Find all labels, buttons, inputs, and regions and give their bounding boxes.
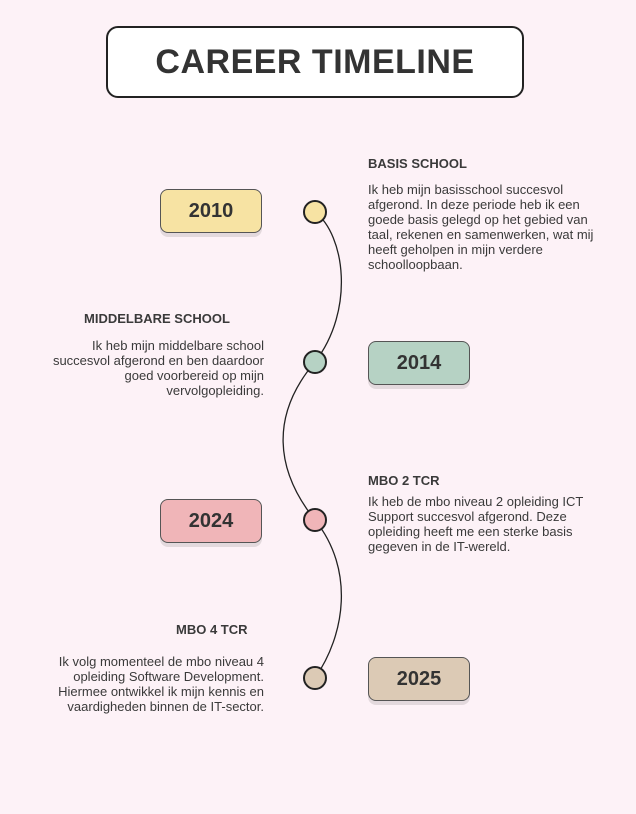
entry-heading: MBO 4 TCR: [176, 622, 248, 637]
title-box: CAREER TIMELINE: [106, 26, 524, 98]
entry-heading: MBO 2 TCR: [368, 473, 440, 488]
entry-heading: BASIS SCHOOL: [368, 156, 467, 171]
page-title: CAREER TIMELINE: [155, 42, 475, 81]
entry-description: Ik heb mijn middelbare school succesvol …: [52, 338, 264, 398]
year-badge-2014: 2014: [368, 341, 470, 385]
entry-heading: MIDDELBARE SCHOOL: [84, 311, 230, 326]
timeline-dot-2024: [303, 508, 327, 532]
entry-description: Ik volg momenteel de mbo niveau 4 opleid…: [58, 654, 264, 714]
timeline-dot-2014: [303, 350, 327, 374]
entry-description: Ik heb mijn basisschool succesvol afgero…: [368, 182, 594, 272]
entry-description: Ik heb de mbo niveau 2 opleiding ICT Sup…: [368, 494, 584, 554]
year-badge-2010: 2010: [160, 189, 262, 233]
year-badge-2024: 2024: [160, 499, 262, 543]
timeline-dot-2010: [303, 200, 327, 224]
timeline-dot-2025: [303, 666, 327, 690]
year-badge-2025: 2025: [368, 657, 470, 701]
